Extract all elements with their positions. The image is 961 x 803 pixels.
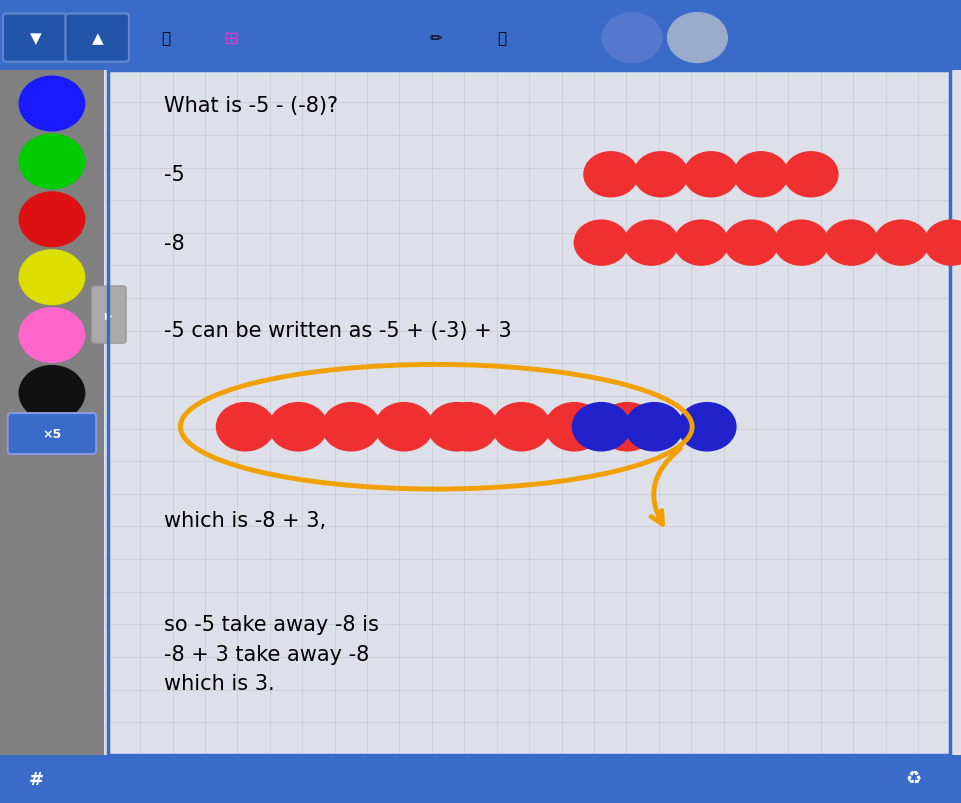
Circle shape xyxy=(322,403,380,451)
Circle shape xyxy=(724,221,777,266)
Circle shape xyxy=(574,221,628,266)
Text: ×5: ×5 xyxy=(42,427,62,440)
Circle shape xyxy=(492,403,550,451)
Circle shape xyxy=(19,251,85,305)
Circle shape xyxy=(798,14,857,63)
Circle shape xyxy=(674,221,727,266)
Circle shape xyxy=(545,403,603,451)
Text: ▼: ▼ xyxy=(30,31,41,46)
FancyBboxPatch shape xyxy=(65,14,129,63)
Circle shape xyxy=(683,153,737,198)
Circle shape xyxy=(19,77,85,132)
Circle shape xyxy=(598,403,655,451)
FancyBboxPatch shape xyxy=(879,759,947,799)
Circle shape xyxy=(783,153,837,198)
Circle shape xyxy=(19,366,85,421)
Circle shape xyxy=(624,221,678,266)
FancyBboxPatch shape xyxy=(0,71,104,755)
Circle shape xyxy=(472,14,531,63)
FancyBboxPatch shape xyxy=(3,14,66,63)
Text: ✏: ✏ xyxy=(429,31,442,46)
Text: -5 can be written as -5 + (-3) + 3: -5 can be written as -5 + (-3) + 3 xyxy=(163,321,510,340)
Circle shape xyxy=(733,153,787,198)
FancyBboxPatch shape xyxy=(0,755,961,803)
Text: ⊞: ⊞ xyxy=(223,30,238,47)
Text: -5: -5 xyxy=(163,165,185,185)
Circle shape xyxy=(774,221,827,266)
Circle shape xyxy=(375,403,432,451)
Circle shape xyxy=(864,14,924,63)
Circle shape xyxy=(678,403,735,451)
Text: -8: -8 xyxy=(163,234,184,253)
Circle shape xyxy=(572,403,629,451)
Text: What is -5 - (-8)?: What is -5 - (-8)? xyxy=(163,96,337,116)
Circle shape xyxy=(136,14,195,63)
Circle shape xyxy=(269,403,327,451)
Circle shape xyxy=(924,221,961,266)
Text: ▶: ▶ xyxy=(105,311,112,320)
Circle shape xyxy=(602,14,661,63)
Circle shape xyxy=(667,14,727,63)
Text: #: # xyxy=(29,770,44,788)
Circle shape xyxy=(732,14,792,63)
Circle shape xyxy=(824,221,877,266)
Text: which is -8 + 3,: which is -8 + 3, xyxy=(163,511,326,530)
Circle shape xyxy=(19,135,85,190)
Circle shape xyxy=(406,14,465,63)
Circle shape xyxy=(201,14,260,63)
Circle shape xyxy=(633,153,687,198)
Circle shape xyxy=(625,403,682,451)
Text: so -5 take away -8 is
-8 + 3 take away -8
which is 3.: so -5 take away -8 is -8 + 3 take away -… xyxy=(163,614,378,694)
Circle shape xyxy=(583,153,637,198)
Circle shape xyxy=(19,308,85,363)
Text: ♻: ♻ xyxy=(905,770,921,788)
Text: 🖼: 🖼 xyxy=(497,31,506,46)
FancyBboxPatch shape xyxy=(91,287,126,344)
FancyArrowPatch shape xyxy=(651,449,679,524)
Circle shape xyxy=(439,403,497,451)
Circle shape xyxy=(428,403,485,451)
FancyBboxPatch shape xyxy=(8,414,96,454)
FancyBboxPatch shape xyxy=(0,0,961,71)
Circle shape xyxy=(13,760,60,798)
Circle shape xyxy=(874,221,927,266)
Text: ▲: ▲ xyxy=(92,31,104,46)
Text: 🎨: 🎨 xyxy=(160,31,170,46)
Circle shape xyxy=(19,193,85,247)
Circle shape xyxy=(216,403,274,451)
